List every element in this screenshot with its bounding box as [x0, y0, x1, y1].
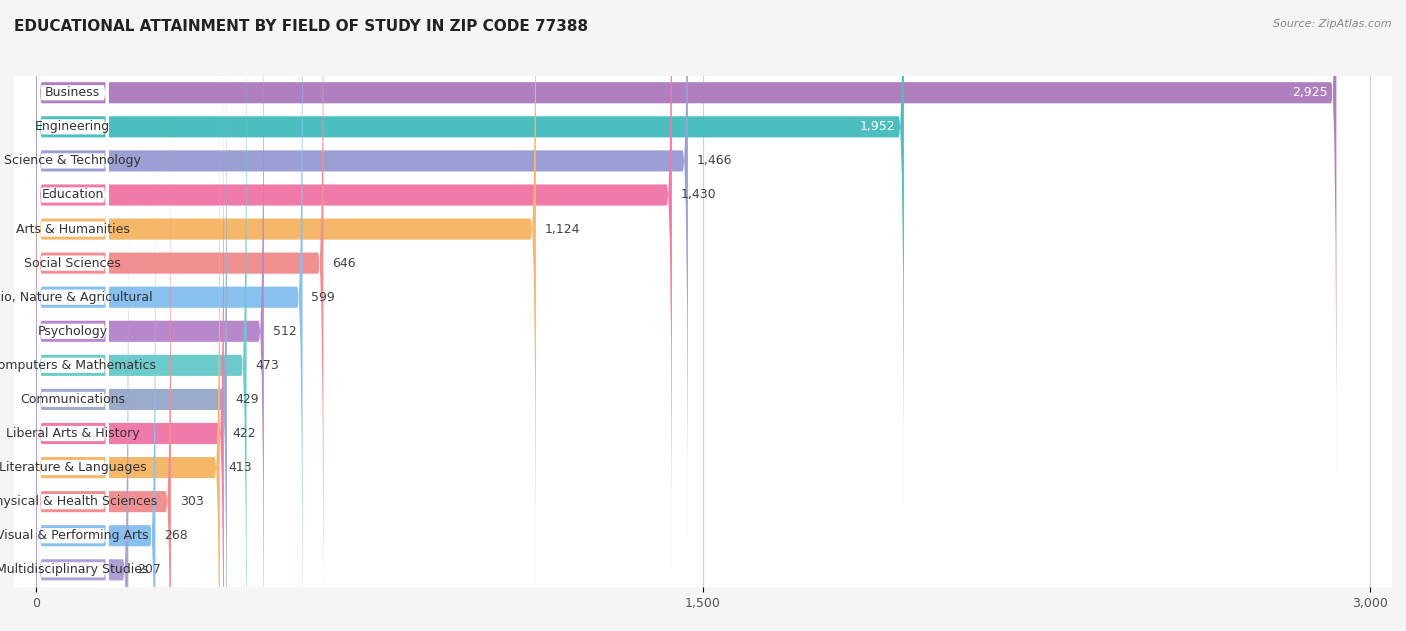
Text: Arts & Humanities: Arts & Humanities: [15, 223, 129, 235]
FancyBboxPatch shape: [14, 178, 1392, 212]
Text: 1,952: 1,952: [859, 121, 896, 133]
Text: 422: 422: [233, 427, 256, 440]
FancyBboxPatch shape: [14, 212, 1392, 246]
FancyBboxPatch shape: [14, 144, 1392, 178]
FancyBboxPatch shape: [14, 451, 1392, 485]
Text: 2,925: 2,925: [1292, 86, 1327, 99]
Text: 1,430: 1,430: [681, 189, 717, 201]
FancyBboxPatch shape: [14, 314, 1392, 348]
FancyBboxPatch shape: [37, 0, 672, 593]
FancyBboxPatch shape: [14, 110, 1392, 144]
Text: 268: 268: [165, 529, 188, 542]
FancyBboxPatch shape: [37, 32, 108, 631]
FancyBboxPatch shape: [37, 35, 224, 631]
FancyBboxPatch shape: [37, 0, 904, 525]
Text: 646: 646: [332, 257, 356, 269]
Text: Source: ZipAtlas.com: Source: ZipAtlas.com: [1274, 19, 1392, 29]
FancyBboxPatch shape: [37, 203, 108, 631]
FancyBboxPatch shape: [14, 76, 1392, 110]
Text: Social Sciences: Social Sciences: [24, 257, 121, 269]
Text: Business: Business: [45, 86, 100, 99]
Text: Communications: Communications: [20, 393, 125, 406]
Text: Computers & Mathematics: Computers & Mathematics: [0, 359, 156, 372]
FancyBboxPatch shape: [37, 237, 108, 631]
FancyBboxPatch shape: [37, 1, 226, 631]
FancyBboxPatch shape: [37, 138, 156, 631]
Text: Bio, Nature & Agricultural: Bio, Nature & Agricultural: [0, 291, 153, 304]
FancyBboxPatch shape: [37, 0, 108, 596]
FancyBboxPatch shape: [14, 382, 1392, 416]
Text: EDUCATIONAL ATTAINMENT BY FIELD OF STUDY IN ZIP CODE 77388: EDUCATIONAL ATTAINMENT BY FIELD OF STUDY…: [14, 19, 588, 34]
FancyBboxPatch shape: [37, 0, 302, 631]
FancyBboxPatch shape: [37, 0, 108, 631]
FancyBboxPatch shape: [37, 0, 264, 631]
Text: Visual & Performing Arts: Visual & Performing Arts: [0, 529, 149, 542]
Text: 429: 429: [236, 393, 260, 406]
FancyBboxPatch shape: [14, 553, 1392, 587]
Text: Liberal Arts & History: Liberal Arts & History: [6, 427, 139, 440]
FancyBboxPatch shape: [37, 0, 688, 559]
FancyBboxPatch shape: [14, 246, 1392, 280]
Text: 473: 473: [256, 359, 280, 372]
FancyBboxPatch shape: [37, 0, 108, 426]
FancyBboxPatch shape: [37, 0, 1336, 491]
FancyBboxPatch shape: [14, 348, 1392, 382]
Text: 413: 413: [229, 461, 252, 474]
FancyBboxPatch shape: [37, 0, 536, 627]
FancyBboxPatch shape: [14, 485, 1392, 519]
FancyBboxPatch shape: [37, 0, 108, 460]
Text: 512: 512: [273, 325, 297, 338]
FancyBboxPatch shape: [37, 69, 219, 631]
FancyBboxPatch shape: [37, 168, 108, 631]
FancyBboxPatch shape: [37, 100, 108, 631]
FancyBboxPatch shape: [37, 66, 108, 631]
FancyBboxPatch shape: [37, 172, 128, 631]
FancyBboxPatch shape: [37, 103, 172, 631]
Text: Education: Education: [42, 189, 104, 201]
FancyBboxPatch shape: [37, 134, 108, 631]
Text: Literature & Languages: Literature & Languages: [0, 461, 146, 474]
FancyBboxPatch shape: [37, 0, 108, 528]
FancyBboxPatch shape: [37, 0, 108, 494]
Text: Physical & Health Sciences: Physical & Health Sciences: [0, 495, 157, 508]
Text: 1,466: 1,466: [697, 155, 733, 167]
FancyBboxPatch shape: [14, 519, 1392, 553]
Text: 207: 207: [138, 563, 162, 576]
Text: 303: 303: [180, 495, 204, 508]
FancyBboxPatch shape: [37, 0, 108, 562]
FancyBboxPatch shape: [14, 416, 1392, 451]
Text: Science & Technology: Science & Technology: [4, 155, 141, 167]
Text: Psychology: Psychology: [38, 325, 108, 338]
FancyBboxPatch shape: [37, 0, 108, 630]
FancyBboxPatch shape: [14, 280, 1392, 314]
Text: Engineering: Engineering: [35, 121, 110, 133]
Text: 1,124: 1,124: [544, 223, 581, 235]
FancyBboxPatch shape: [37, 0, 246, 631]
Text: 599: 599: [311, 291, 335, 304]
FancyBboxPatch shape: [37, 0, 323, 631]
Text: Multidisciplinary Studies: Multidisciplinary Studies: [0, 563, 149, 576]
